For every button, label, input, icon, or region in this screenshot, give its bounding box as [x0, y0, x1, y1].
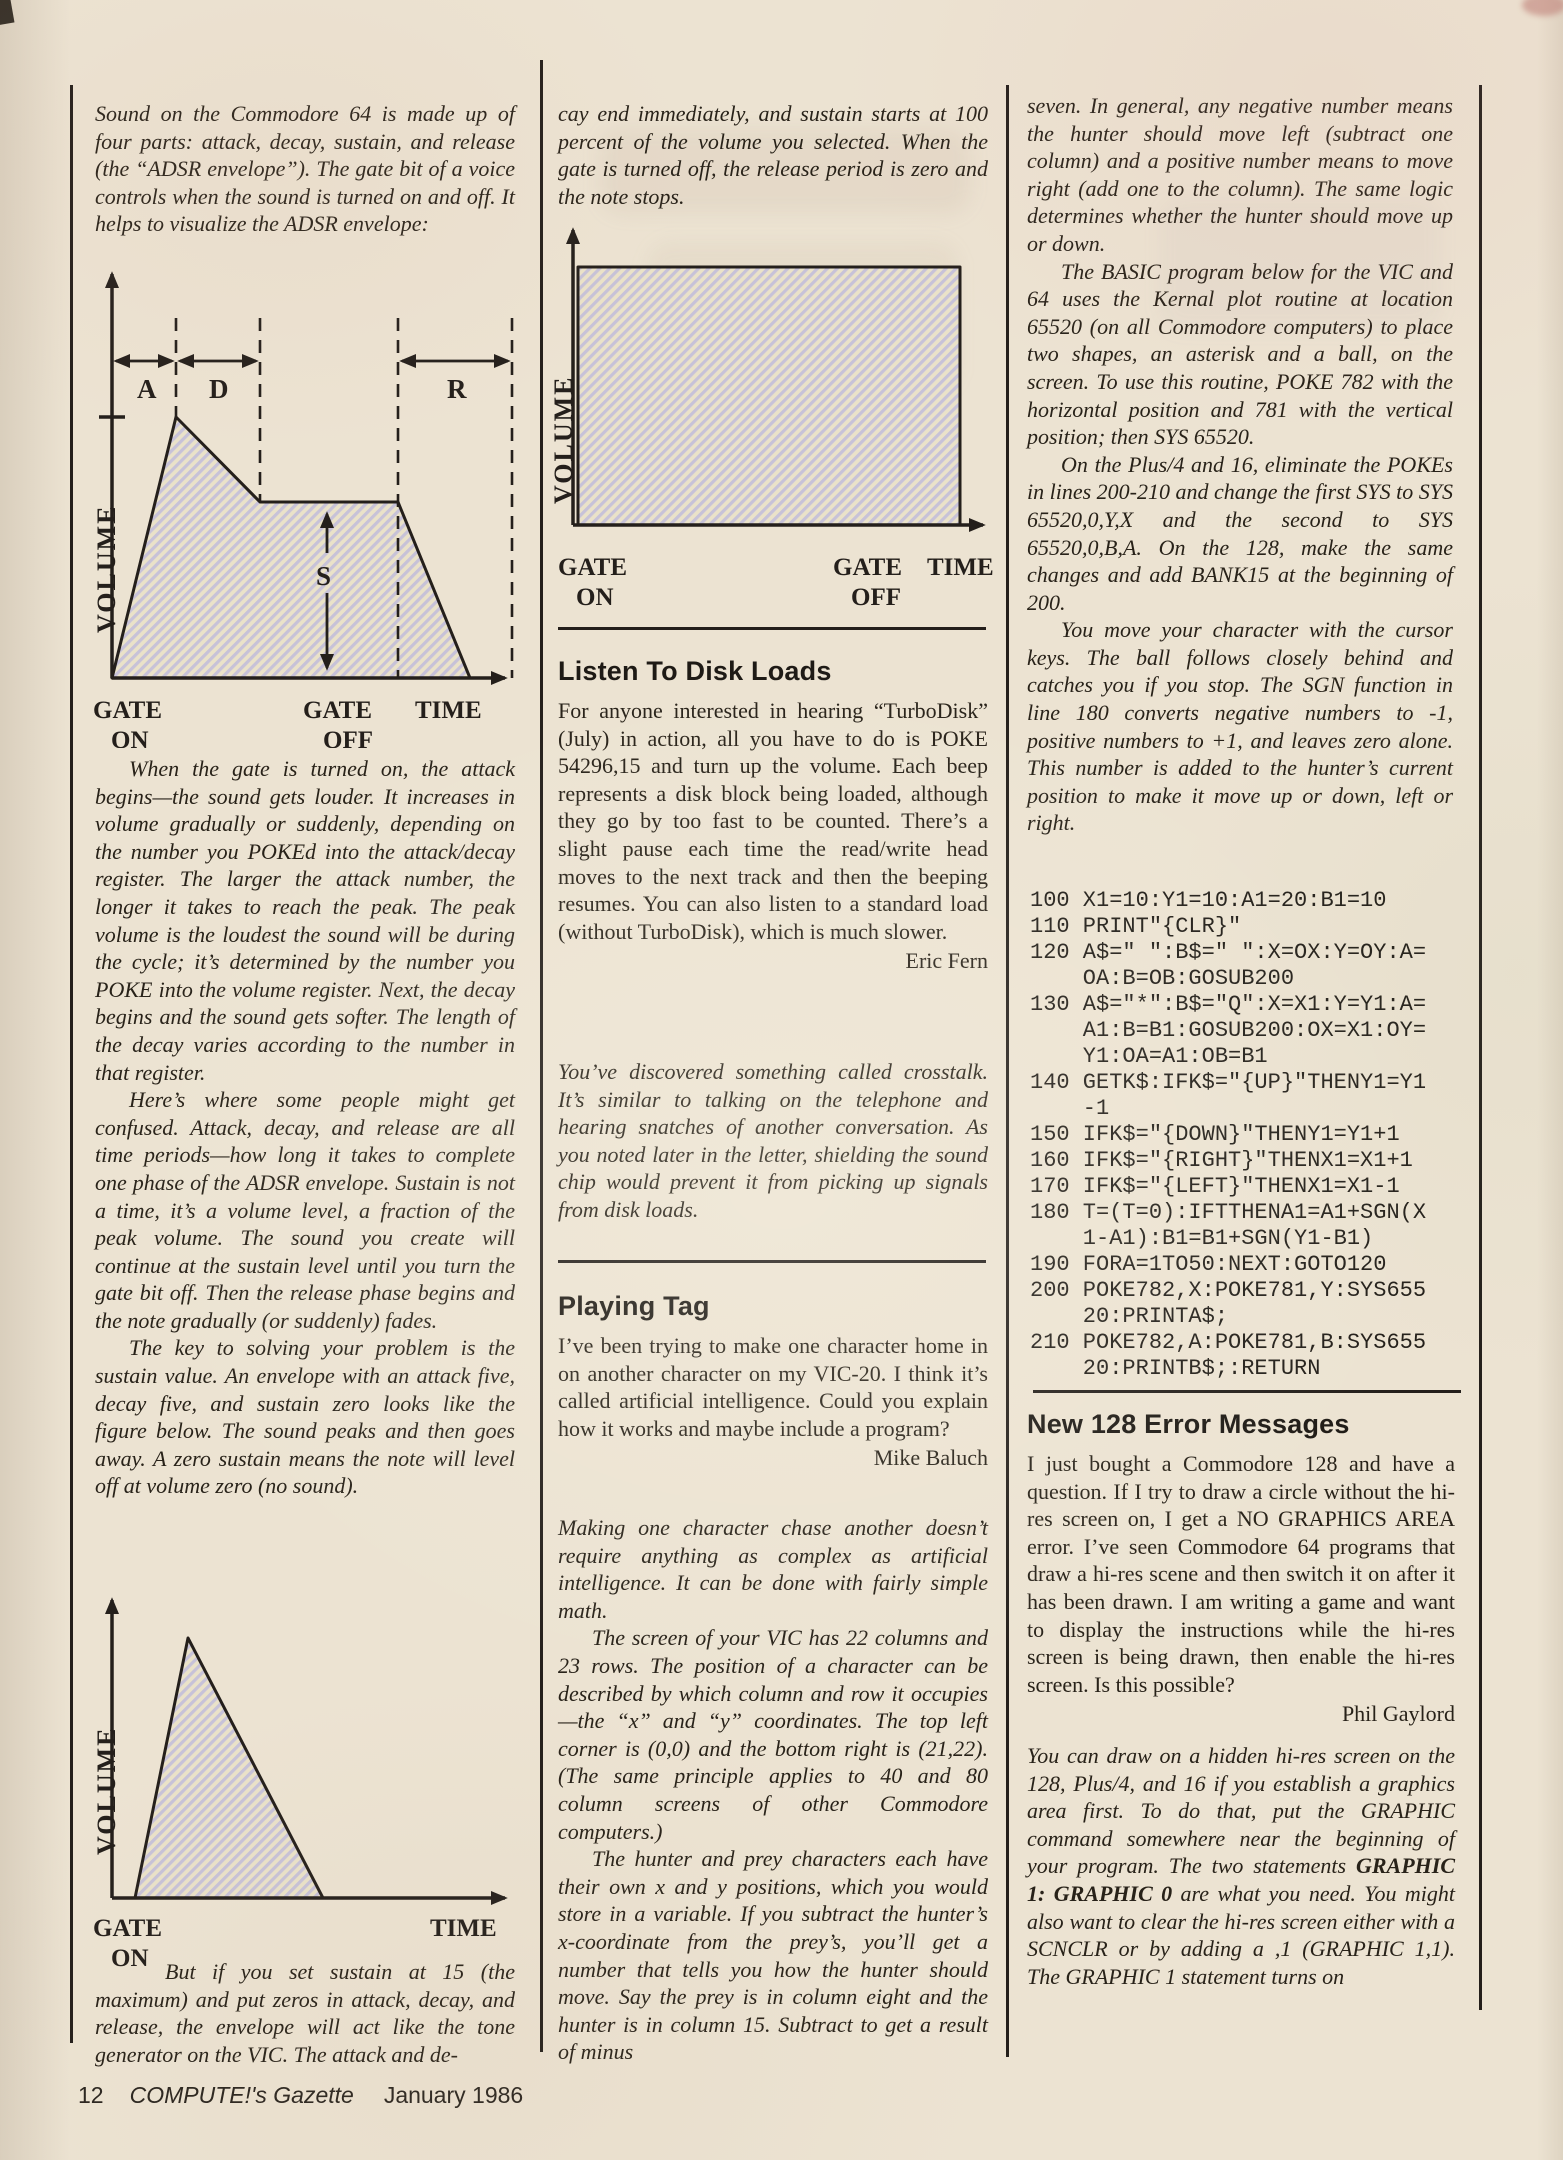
zero-sustain-envelope-diagram: VOLUME GATE ON TIME: [92, 1597, 508, 1972]
column-1-intro: Sound on the Commodore 64 is made up of …: [95, 100, 515, 238]
release-label: R: [447, 374, 467, 404]
letter-signature: Eric Fern: [905, 948, 988, 974]
volume-axis-label: VOLUME: [92, 505, 121, 633]
page-edge-shadow-left: [0, 0, 70, 2160]
gate-on-label: GATE: [558, 554, 627, 581]
section-disk-loads: Listen To Disk Loads For anyone interest…: [558, 655, 988, 975]
section-rule: [1033, 1390, 1461, 1393]
answer-text: Making one character chase another doesn…: [558, 1515, 988, 1623]
section-heading: Playing Tag: [558, 1291, 710, 1321]
paragraph: Sound on the Commodore 64 is made up of …: [95, 101, 515, 237]
answer-text-part: are what you need. You might also want t…: [1027, 1880, 1455, 1989]
triangle-envelope-shape: [133, 1636, 325, 1900]
section-rule: [558, 627, 986, 630]
paragraph: The key to solving your problem is the s…: [95, 1335, 515, 1499]
letter-signature: Mike Baluch: [873, 1445, 988, 1471]
attack-label: A: [137, 374, 157, 404]
gate-on-label: GATE: [93, 1915, 162, 1942]
section-new-128-error-messages: New 128 Error Messages I just bought a C…: [1027, 1408, 1455, 1990]
scan-smudge: [1522, 0, 1563, 16]
right-border-rule: [1479, 85, 1482, 2010]
left-border-rule: [70, 85, 73, 2043]
letter-signature: Phil Gaylord: [1341, 1701, 1455, 1727]
decay-label: D: [209, 374, 229, 404]
basic-program-listing: 100 X1=10:Y1=10:A1=20:B1=10 110 PRINT"{C…: [1030, 888, 1427, 1381]
answer-text: You’ve discovered something called cross…: [558, 1059, 988, 1222]
page-number: 12: [78, 2082, 104, 2108]
gate-off-label: GATE: [833, 554, 902, 581]
full-sustain-envelope-diagram: VOLUME GATE ON GATE OFF TIME: [549, 227, 994, 611]
volume-axis-label: VOLUME: [549, 376, 578, 504]
answer-text: You can draw on a hidden hi-res screen o…: [1027, 1742, 1455, 1990]
graphic-statements-bold: GRAPHIC 1: GRAPHIC 0: [1027, 1853, 1455, 1906]
column-divider-1: [540, 60, 543, 2052]
answer-text: The BASIC program below for the VIC and …: [1027, 258, 1453, 450]
adsr-envelope-diagram: A D R S VOLUME GATE ON GATE OFF TIME: [92, 271, 514, 748]
answer-text: You move your character with the cursor …: [1027, 617, 1453, 836]
column-divider-2: [1006, 85, 1009, 2057]
volume-axis-label: VOLUME: [92, 1727, 121, 1855]
rectangle-envelope-shape: [576, 265, 962, 527]
time-label: TIME: [415, 697, 482, 724]
answer-text: The hunter and prey characters each have…: [558, 1846, 988, 2065]
time-label: TIME: [927, 554, 994, 581]
gate-on-label: ON: [111, 1945, 149, 1972]
paragraph: cay end immediately, and sustain starts …: [558, 101, 988, 209]
paragraph: When the gate is turned on, the attack b…: [95, 756, 515, 1085]
issue-date: January 1986: [383, 2082, 524, 2108]
question-text: For anyone interested in hearing “TurboD…: [558, 698, 988, 944]
column-1-closing: But if you set sustain at 15 (the maximu…: [95, 1958, 515, 2068]
time-label: TIME: [430, 1915, 497, 1942]
gate-on-label: ON: [576, 584, 614, 611]
magazine-name: COMPUTE!'s Gazette: [129, 2082, 354, 2108]
section-playing-tag: Playing Tag I’ve been trying to make one…: [558, 1290, 988, 1472]
playing-tag-answer: Making one character chase another doesn…: [558, 1514, 988, 2066]
gate-on-label: ON: [111, 727, 149, 748]
adsr-envelope-shape: [110, 415, 472, 680]
column-1-body: When the gate is turned on, the attack b…: [95, 755, 515, 1500]
disk-loads-answer: You’ve discovered something called cross…: [558, 1058, 988, 1224]
section-rule: [558, 1260, 986, 1263]
column-2-intro: cay end immediately, and sustain starts …: [558, 100, 988, 210]
answer-text-part: You can draw on a hidden hi-res screen o…: [1027, 1742, 1455, 1879]
page-edge-shadow-right: [1537, 0, 1563, 2160]
gate-on-label: GATE: [93, 697, 162, 724]
section-heading: Listen To Disk Loads: [558, 656, 832, 686]
page-footer: 12 COMPUTE!'s Gazette January 1986: [78, 2082, 523, 2109]
sustain-label: S: [316, 561, 331, 591]
section-heading: New 128 Error Messages: [1027, 1409, 1350, 1439]
paragraph: But if you set sustain at 15 (the maximu…: [95, 1959, 515, 2067]
answer-text: seven. In general, any negative number m…: [1027, 93, 1453, 256]
gate-off-label: OFF: [851, 584, 901, 611]
gate-off-label: GATE: [303, 697, 372, 724]
answer-text: On the Plus/4 and 16, eliminate the POKE…: [1027, 451, 1453, 615]
question-text: I just bought a Commodore 128 and have a…: [1027, 1451, 1455, 1697]
paragraph: Here’s where some people might get confu…: [95, 1087, 515, 1333]
scan-corner-mark: [0, 0, 15, 26]
question-text: I’ve been trying to make one character h…: [558, 1333, 988, 1441]
column-3-body: seven. In general, any negative number m…: [1027, 92, 1453, 837]
answer-text: The screen of your VIC has 22 columns an…: [558, 1625, 988, 1844]
gate-off-label: OFF: [323, 727, 373, 748]
